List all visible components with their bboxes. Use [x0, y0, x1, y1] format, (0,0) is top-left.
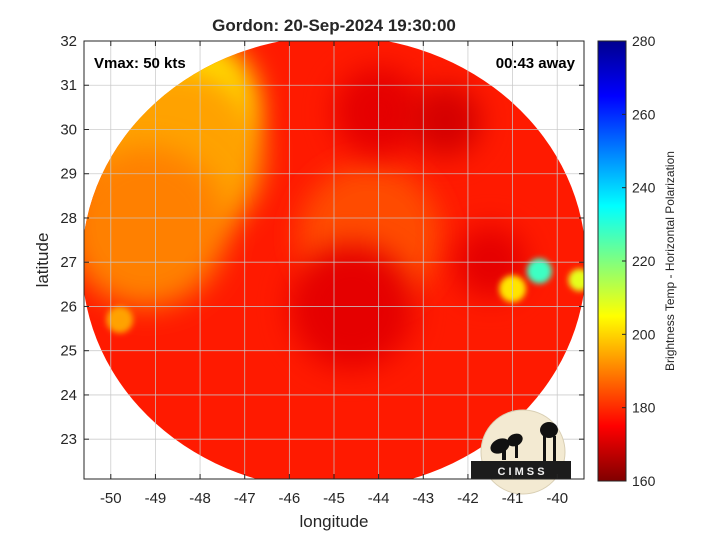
colorbar-tick-label: 200: [632, 326, 656, 342]
y-tick-label: 31: [60, 77, 77, 94]
colorbar-tick-label: 160: [632, 473, 656, 489]
y-tick-label: 27: [60, 254, 77, 271]
y-tick-label: 32: [60, 33, 77, 50]
y-tick-label: 24: [60, 387, 77, 404]
colorbar-ticks: 280 260 240 220 200 180 160: [622, 33, 656, 489]
colorbar-label: Brightness Temp - Horizontal Polarizatio…: [663, 151, 677, 371]
y-tick-label: 23: [60, 431, 77, 448]
x-tick-label: -43: [412, 490, 434, 507]
vmax-annotation: Vmax: 50 kts: [94, 55, 186, 72]
time-away-annotation: 00:43 away: [496, 55, 576, 72]
chart-title: Gordon: 20-Sep-2024 19:30:00: [212, 16, 456, 35]
y-tick-label: 26: [60, 298, 77, 315]
logo-text: C I M S S: [497, 466, 544, 478]
colorbar-tick-label: 280: [632, 33, 656, 49]
y-tick-label: 30: [60, 121, 77, 138]
x-tick-label: -50: [100, 490, 122, 507]
x-tick-label: -49: [145, 490, 167, 507]
colorbar-tick-label: 180: [632, 400, 656, 416]
x-tick-label: -41: [502, 490, 524, 507]
y-tick-label: 29: [60, 166, 77, 183]
y-tick-label: 28: [60, 210, 77, 227]
x-tick-label: -46: [279, 490, 301, 507]
x-tick-label: -40: [546, 490, 568, 507]
grid-lines: [84, 40, 584, 479]
swath-feature-2: [84, 146, 227, 308]
swath-feature-8: [526, 258, 552, 284]
x-tick-label: -42: [457, 490, 479, 507]
x-axis-label: longitude: [299, 512, 368, 531]
y-axis: 23 24 25 26 27 28 29 30 31 32: [60, 33, 584, 448]
colorbar-tick-label: 240: [632, 180, 656, 196]
swath-feature-11: [106, 306, 134, 334]
y-tick-label: 25: [60, 343, 77, 360]
colorbar: [597, 40, 627, 482]
x-tick-label: -47: [234, 490, 256, 507]
x-tick-label: -45: [323, 490, 345, 507]
cimss-logo: C I M S S: [471, 409, 571, 495]
colorbar-tick-label: 220: [632, 253, 656, 269]
x-axis: -50 -49 -48 -47 -46 -45 -44 -43 -42 -41 -40: [100, 41, 568, 507]
swath-feature-6: [409, 84, 482, 157]
y-axis-label: latitude: [33, 233, 52, 288]
x-tick-label: -48: [189, 490, 211, 507]
swath-feature-10: [568, 268, 584, 292]
x-tick-label: -44: [368, 490, 390, 507]
colorbar-tick-label: 260: [632, 106, 656, 122]
